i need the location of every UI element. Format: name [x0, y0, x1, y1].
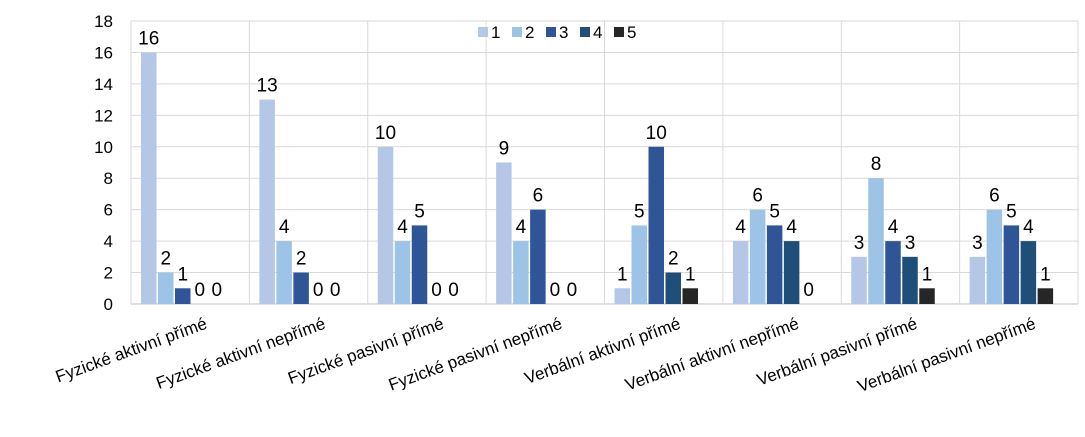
- bar-series-5-7: [919, 288, 935, 304]
- bar-series-2-4: [513, 241, 529, 304]
- data-label: 1: [177, 264, 188, 285]
- data-label: 5: [1006, 201, 1017, 222]
- y-tick-label: 0: [104, 295, 113, 314]
- legend-swatch: [614, 27, 624, 37]
- legend-swatch: [580, 27, 590, 37]
- data-label: 13: [257, 76, 278, 97]
- bar-series-4-7: [902, 257, 918, 304]
- bar-series-4-8: [1021, 241, 1037, 304]
- data-label: 1: [1040, 264, 1051, 285]
- y-tick-label: 2: [104, 264, 113, 283]
- bar-series-2-7: [868, 178, 884, 304]
- data-label: 0: [431, 280, 442, 301]
- legend-swatch: [546, 27, 556, 37]
- y-axis: 0 2 4 6 8 10 12 14 16 18: [94, 12, 113, 314]
- data-label: 8: [871, 154, 882, 175]
- bar-series-1-4: [496, 163, 512, 305]
- data-label: 4: [1023, 217, 1034, 238]
- data-label: 0: [803, 280, 814, 301]
- bar-series-3-5: [649, 147, 665, 304]
- data-label: 6: [533, 186, 544, 207]
- data-label: 4: [786, 217, 797, 238]
- data-label: 2: [160, 249, 171, 270]
- bar-series-1-6: [733, 241, 749, 304]
- bar-series-2-2: [276, 241, 292, 304]
- bar-series-2-5: [632, 225, 648, 304]
- legend-swatch: [512, 27, 522, 37]
- bar-series-3-1: [175, 288, 191, 304]
- bar-series-4-6: [784, 241, 800, 304]
- legend-label: 2: [525, 23, 534, 42]
- bar-series-2-8: [987, 210, 1003, 304]
- bar-series-5-8: [1038, 288, 1054, 304]
- data-label: 3: [905, 233, 916, 254]
- legend-label: 3: [559, 23, 568, 42]
- data-label: 0: [448, 280, 459, 301]
- bar-series-3-4: [530, 210, 546, 304]
- y-tick-label: 6: [104, 201, 113, 220]
- data-label: 6: [989, 186, 1000, 207]
- bar-series-4-5: [666, 273, 682, 304]
- data-label: 5: [769, 201, 780, 222]
- data-label: 10: [375, 123, 396, 144]
- data-label: 0: [567, 280, 578, 301]
- data-label: 16: [138, 28, 159, 49]
- data-label: 1: [617, 264, 628, 285]
- data-label: 0: [550, 280, 561, 301]
- y-tick-label: 4: [104, 232, 113, 251]
- data-label: 4: [735, 217, 746, 238]
- bar-series-1-2: [259, 100, 275, 304]
- bar-series-2-3: [395, 241, 411, 304]
- y-tick-label: 10: [94, 138, 113, 157]
- legend-swatch: [478, 27, 488, 37]
- bar-series-3-3: [412, 225, 428, 304]
- bar-series-3-7: [885, 241, 901, 304]
- bar-series-3-6: [767, 225, 783, 304]
- bar-series-2-6: [750, 210, 766, 304]
- data-label: 4: [516, 217, 527, 238]
- bar-series-3-8: [1004, 225, 1020, 304]
- data-label: 9: [499, 139, 510, 160]
- data-label: 0: [211, 280, 222, 301]
- data-label: 0: [194, 280, 205, 301]
- data-label: 2: [668, 249, 679, 270]
- data-label: 3: [972, 233, 983, 254]
- data-label: 4: [279, 217, 290, 238]
- data-label: 5: [414, 201, 425, 222]
- bar-series-5-5: [683, 288, 699, 304]
- data-label: 10: [646, 123, 667, 144]
- data-label: 0: [313, 280, 324, 301]
- legend: 1 2 3 4 5: [478, 23, 636, 42]
- data-label: 1: [922, 264, 933, 285]
- bar-series-1-5: [615, 288, 631, 304]
- bar-series-1-3: [378, 147, 394, 304]
- bar-series-3-2: [293, 273, 309, 304]
- y-tick-label: 16: [94, 43, 113, 62]
- bar-series-1-8: [970, 257, 986, 304]
- y-tick-label: 18: [94, 12, 113, 31]
- legend-label: 1: [491, 23, 500, 42]
- legend-label: 5: [627, 23, 636, 42]
- data-label: 3: [854, 233, 865, 254]
- data-label: 1: [685, 264, 696, 285]
- data-label: 5: [634, 201, 645, 222]
- data-label: 6: [752, 186, 763, 207]
- bar-series-1-1: [141, 52, 157, 304]
- bar-series-1-7: [851, 257, 867, 304]
- legend-label: 4: [593, 23, 602, 42]
- data-label: 0: [330, 280, 341, 301]
- y-tick-label: 14: [94, 75, 113, 94]
- data-label: 2: [296, 249, 307, 270]
- data-label: 4: [888, 217, 899, 238]
- y-tick-label: 8: [104, 169, 113, 188]
- bar-series-2-1: [158, 273, 174, 304]
- data-label: 4: [397, 217, 408, 238]
- y-tick-label: 12: [94, 106, 113, 125]
